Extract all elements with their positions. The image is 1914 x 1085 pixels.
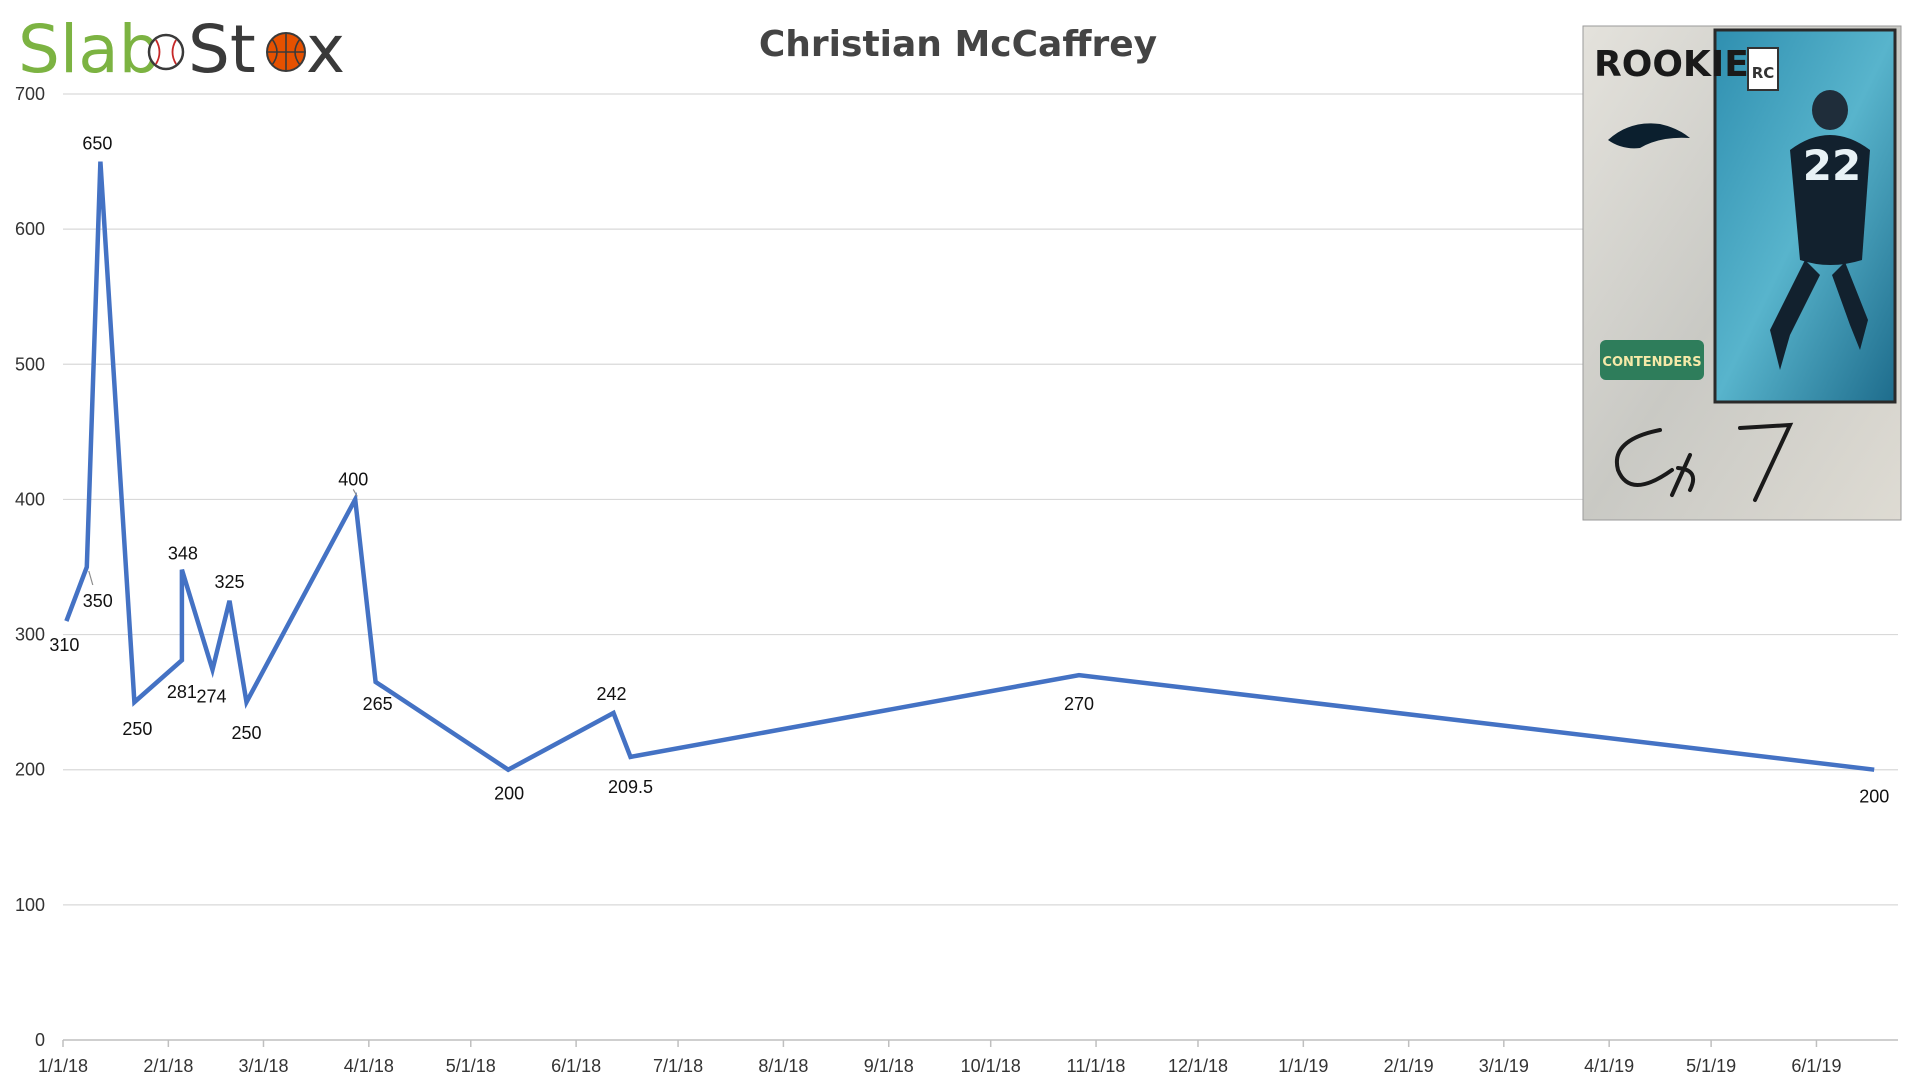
- rc-badge-icon: RC: [1747, 47, 1779, 91]
- x-tick-label: 5/1/19: [1686, 1056, 1736, 1076]
- y-tick-label: 200: [15, 760, 45, 780]
- x-tick-label: 1/1/19: [1278, 1056, 1328, 1076]
- baseball-icon: [147, 33, 185, 71]
- data-label: 274: [196, 687, 226, 707]
- x-tick-label: 4/1/19: [1584, 1056, 1634, 1076]
- x-tick-label: 8/1/18: [758, 1056, 808, 1076]
- svg-text:CONTENDERS: CONTENDERS: [1602, 355, 1701, 370]
- x-tick-label: 6/1/19: [1791, 1056, 1841, 1076]
- data-label: 270: [1064, 694, 1094, 714]
- y-tick-label: 600: [15, 219, 45, 239]
- svg-text:Slab: Slab: [18, 11, 161, 88]
- football-player-icon: 22: [1770, 90, 1870, 370]
- x-tick-label: 3/1/19: [1479, 1056, 1529, 1076]
- svg-text:St: St: [188, 11, 256, 88]
- label-leader-lines: [88, 489, 358, 586]
- x-tick-label: 5/1/18: [446, 1056, 496, 1076]
- data-label: 325: [214, 572, 244, 592]
- x-tick-label: 4/1/18: [344, 1056, 394, 1076]
- data-label: 310: [49, 635, 79, 655]
- data-label: 200: [1859, 787, 1889, 807]
- x-tick-label: 3/1/18: [238, 1056, 288, 1076]
- data-labels: 310 350 650 250 281 348 274 325 250 400 265 200 242 2…: [49, 134, 1889, 807]
- svg-text:22: 22: [1803, 141, 1861, 190]
- panthers-logo-icon: [1608, 123, 1690, 149]
- x-tick-label: 6/1/18: [551, 1056, 601, 1076]
- contenders-logo-icon: CONTENDERS: [1600, 340, 1704, 380]
- logo-slab: Slab: [18, 11, 161, 88]
- rookie-card-image: ROOKIE RC 22 CONTENDERS: [1582, 25, 1902, 521]
- svg-text:x: x: [306, 11, 345, 88]
- slabstox-logo: Slab St x: [18, 11, 345, 88]
- price-series-line: [64, 161, 1875, 773]
- data-label: 350: [83, 591, 113, 611]
- svg-text:RC: RC: [1752, 64, 1775, 82]
- chart-title: Christian McCaffrey: [759, 24, 1157, 65]
- leader-line: [88, 570, 94, 586]
- x-tick-label: 2/1/18: [143, 1056, 193, 1076]
- card-rookie-text: ROOKIE: [1594, 44, 1749, 85]
- x-tick-label: 12/1/18: [1168, 1056, 1228, 1076]
- basketball-icon: [266, 32, 306, 72]
- logo-x: x: [306, 11, 345, 88]
- x-axis: 1/1/18 2/1/18 3/1/18 4/1/18 5/1/18 6/1/18 7/1/…: [38, 1040, 1841, 1076]
- data-label: 209.5: [608, 777, 653, 797]
- x-tick-label: 9/1/18: [864, 1056, 914, 1076]
- x-tick-label: 2/1/19: [1384, 1056, 1434, 1076]
- data-label: 265: [363, 694, 393, 714]
- data-label: 400: [338, 469, 368, 489]
- data-label: 281: [167, 682, 197, 702]
- x-tick-label: 11/1/18: [1067, 1056, 1126, 1076]
- data-label: 200: [494, 784, 524, 804]
- y-tick-label: 100: [15, 895, 45, 915]
- y-axis: 0 100 200 300 400 500 600 700: [15, 84, 45, 1050]
- y-tick-label: 400: [15, 489, 45, 509]
- y-tick-label: 300: [15, 625, 45, 645]
- data-label: 250: [122, 719, 152, 739]
- x-tick-label: 7/1/18: [653, 1056, 703, 1076]
- data-label: 242: [596, 684, 626, 704]
- y-tick-label: 0: [35, 1030, 45, 1050]
- data-label: 250: [231, 723, 261, 743]
- data-label: 650: [82, 134, 112, 154]
- y-tick-label: 700: [15, 84, 45, 104]
- data-label: 348: [168, 544, 198, 564]
- x-tick-label: 10/1/18: [961, 1056, 1021, 1076]
- logo-st: St: [188, 11, 256, 88]
- leader-line: [352, 489, 358, 497]
- y-tick-label: 500: [15, 354, 45, 374]
- autograph-signature: [1614, 422, 1794, 502]
- x-tick-label: 1/1/18: [38, 1056, 88, 1076]
